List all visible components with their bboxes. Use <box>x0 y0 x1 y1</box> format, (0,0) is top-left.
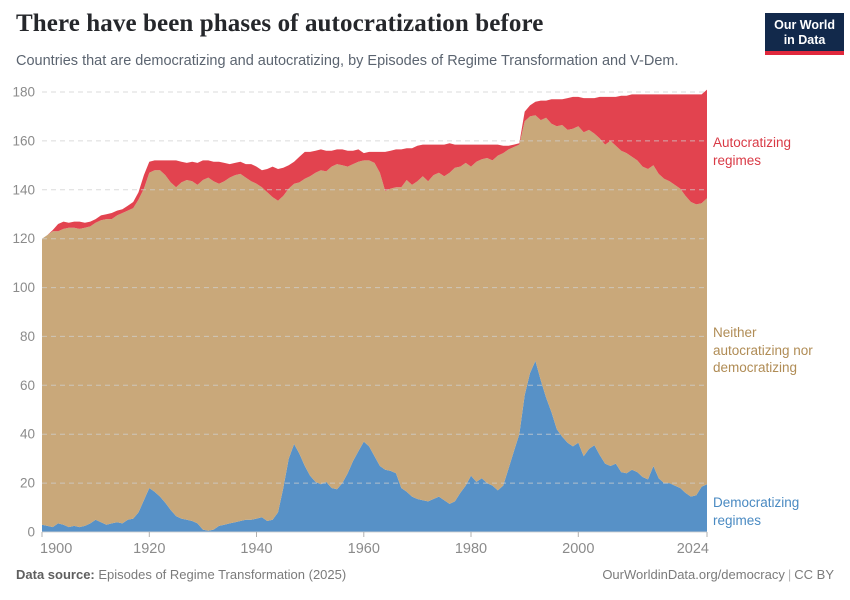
x-axis-tick-label: 1900 <box>40 541 72 557</box>
y-axis-tick-label: 40 <box>20 427 35 442</box>
area-series-1[interactable] <box>42 115 707 531</box>
y-axis-tick-label: 140 <box>12 182 35 197</box>
owid-url-link[interactable]: OurWorldinData.org/democracy <box>602 567 785 582</box>
series-label-autocratizing: Autocratizing regimes <box>713 135 792 168</box>
x-axis-tick-label: 2024 <box>677 541 709 557</box>
y-axis-tick-label: 100 <box>12 280 35 295</box>
license-badge: CC BY <box>794 567 834 582</box>
x-axis-tick-label: 1960 <box>348 541 380 557</box>
data-source: Data source: Episodes of Regime Transfor… <box>16 567 346 582</box>
y-axis-tick-label: 60 <box>20 378 35 393</box>
area-series-2[interactable] <box>42 89 707 239</box>
y-axis-tick-label: 0 <box>27 525 35 540</box>
y-axis-tick-label: 160 <box>12 133 35 148</box>
owid-logo-line1: Our World <box>774 18 835 32</box>
data-source-value: Episodes of Regime Transformation (2025) <box>94 567 347 582</box>
x-axis-tick-label: 1920 <box>133 541 165 557</box>
chart-subtitle: Countries that are democratizing and aut… <box>16 53 679 69</box>
chart-footer: Data source: Episodes of Regime Transfor… <box>0 567 850 582</box>
page-title: There have been phases of autocratizatio… <box>16 10 544 37</box>
y-axis-tick-label: 20 <box>20 476 35 491</box>
footer-separator: | <box>787 567 792 582</box>
x-axis-tick-label: 1940 <box>240 541 272 557</box>
y-axis-tick-label: 180 <box>12 85 35 100</box>
series-label-neither: Neither autocratizing nor democratizing <box>713 325 813 375</box>
y-axis-tick-label: 120 <box>12 231 35 246</box>
data-source-label: Data source: <box>16 567 95 582</box>
area-series-0[interactable] <box>42 360 707 532</box>
x-axis-tick-label: 1980 <box>455 541 487 557</box>
x-axis-tick-label: 2000 <box>562 541 594 557</box>
footer-right: OurWorldinData.org/democracy | CC BY <box>602 567 834 582</box>
owid-logo: Our World in Data <box>765 13 844 55</box>
y-axis-tick-label: 80 <box>20 329 35 344</box>
owid-logo-line2: in Data <box>783 33 826 47</box>
series-label-democratizing: Democratizing regimes <box>713 495 800 528</box>
